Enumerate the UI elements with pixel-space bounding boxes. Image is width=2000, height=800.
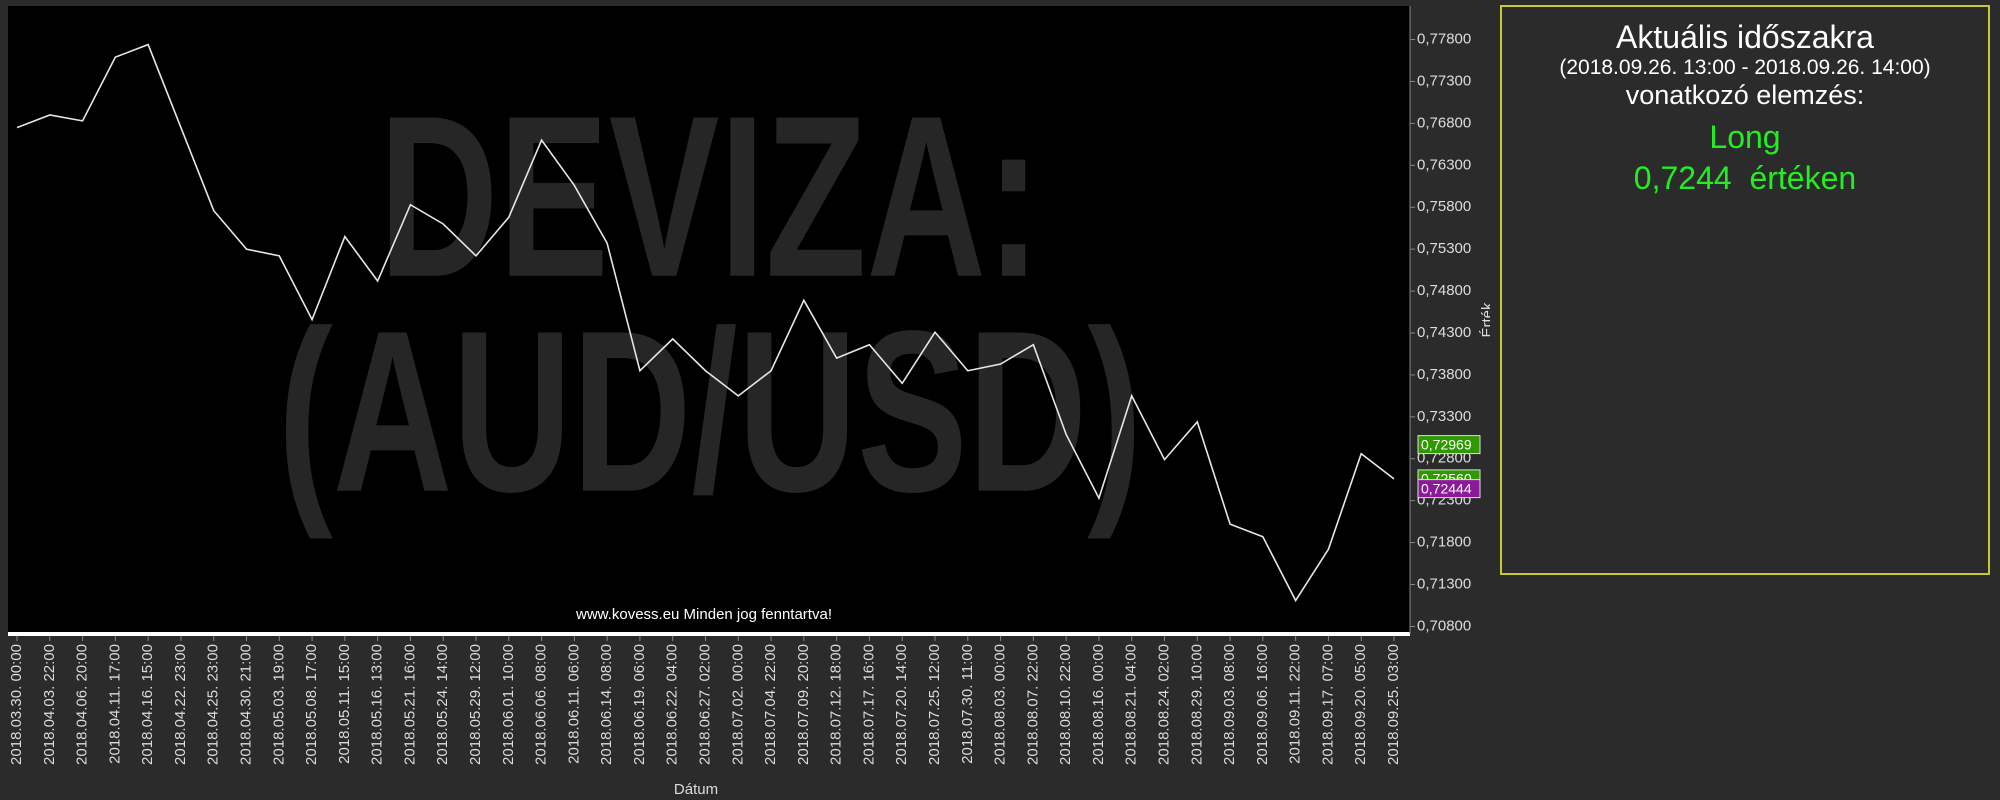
x-tick-label: 2018.06.27. 02:00 (696, 644, 713, 765)
x-tick-label: 2018.04.11. 17:00 (106, 644, 123, 764)
x-tick-label: 2018.07.12. 18:00 (828, 644, 845, 765)
x-tick-label: 2018.09.11. 22:00 (1287, 644, 1304, 764)
x-tick-label: 2018.08.10. 22:00 (1057, 644, 1074, 765)
panel-price-line: 0,7244 értéken (1502, 160, 1988, 197)
x-tick-label: 2018.09.06. 16:00 (1254, 644, 1271, 765)
x-tick-label: 2018.08.03. 00:00 (992, 644, 1009, 765)
x-tick-label: 2018.06.22. 04:00 (664, 644, 681, 765)
y-tick-label: 0,77800 (1417, 31, 1471, 48)
x-tick-label: 2018.06.14. 08:00 (598, 644, 615, 765)
y-tick-label: 0,76300 (1417, 156, 1471, 173)
y-tick-label: 0,75300 (1417, 240, 1471, 257)
x-tick-label: 2018.06.06. 08:00 (533, 644, 550, 765)
panel-period: (2018.09.26. 13:00 - 2018.09.26. 14:00) (1559, 55, 1931, 79)
x-tick-label: 2018.07.20. 14:00 (893, 644, 910, 765)
panel-price: 0,7244 (1633, 159, 1732, 196)
y-tick-label: 0,77300 (1417, 72, 1471, 89)
x-tick-label: 2018.09.25. 03:00 (1385, 644, 1402, 765)
x-tick-label: 2018.07.17. 16:00 (860, 644, 877, 765)
x-tick-label: 2018.04.30. 21:00 (237, 644, 254, 765)
x-tick-label: 2018.05.16. 13:00 (369, 644, 386, 765)
x-tick-label: 2018.04.25. 23:00 (205, 644, 222, 765)
x-axis-label: Dátum (674, 781, 718, 798)
x-tick-label: 2018.07.04. 22:00 (762, 644, 779, 765)
price-tag (1417, 435, 1481, 455)
x-tick-label: 2018.05.03. 19:00 (270, 644, 287, 765)
y-tick-label: 0,75800 (1417, 198, 1471, 215)
panel-signal: Long (1709, 118, 1781, 155)
x-tick-label: 2018.06.11. 06:00 (565, 644, 582, 764)
panel-price-unit: értéken (1749, 159, 1857, 196)
x-tick-label: 2018.04.22. 23:00 (172, 644, 189, 765)
y-tick-label: 0,74800 (1417, 282, 1471, 299)
x-tick-label: 2018.09.20. 05:00 (1352, 644, 1369, 765)
chart: DEVIZA: (AUD/USD) www.kovess.eu Minden j… (8, 6, 1490, 798)
x-tick-label: 2018.05.24. 14:00 (434, 644, 451, 765)
x-tick-label: 2018.04.03. 22:00 (41, 644, 58, 765)
x-tick-label: 2018.04.06. 20:00 (74, 644, 91, 765)
x-tick-label: 2018.06.19. 06:00 (631, 644, 648, 765)
x-tick-label: 2018.08.07. 22:00 (1024, 644, 1041, 765)
x-tick-label: 2018.05.21. 16:00 (401, 644, 418, 765)
price-tag-label: 0,72444 (1421, 480, 1472, 496)
watermark-line: DEVIZA: (379, 69, 1041, 325)
plot-area (8, 6, 1410, 634)
x-tick-label: 2018.08.16. 00:00 (1090, 644, 1107, 765)
price-tag-label: 0,72969 (1421, 436, 1472, 452)
x-tick-label: 2018.08.21. 04:00 (1123, 644, 1140, 765)
x-tick-label: 2018.07.25. 12:00 (926, 644, 943, 765)
y-tick-label: 0,74300 (1417, 324, 1471, 341)
analysis-panel: Aktuális időszakra (2018.09.26. 13:00 - … (1500, 5, 1990, 575)
x-tick-label: 2018.08.29. 10:00 (1188, 644, 1205, 765)
y-tick-label: 0,71300 (1417, 576, 1471, 593)
x-tick-label: 2018.03.30. 00:00 (8, 644, 25, 765)
x-tick-label: 2018.05.08. 17:00 (303, 644, 320, 765)
y-tick-label: 0,71800 (1417, 534, 1471, 551)
y-tick-label: 0,73300 (1417, 408, 1471, 425)
watermark-line: (AUD/USD) (278, 284, 1143, 540)
y-tick-label: 0,76800 (1417, 114, 1471, 131)
x-tick-label: 2018.07.30. 11:00 (959, 644, 976, 764)
x-tick-label: 2018.09.03. 08:00 (1221, 644, 1238, 765)
y-tick-label: 0,70800 (1417, 617, 1471, 634)
x-tick-label: 2018.05.11. 15:00 (336, 644, 353, 764)
watermark: DEVIZA: (AUD/USD) (278, 69, 1143, 540)
footer: www.kovess.eu Minden jog fenntartva! (575, 606, 832, 623)
panel-subtitle: vonatkozó elemzés: (1625, 79, 1865, 110)
x-tick-label: 2018.07.09. 20:00 (795, 644, 812, 765)
y-axis-label: Érték (1479, 302, 1490, 338)
price-tag (1417, 479, 1481, 499)
x-tick-label: 2018.09.17. 07:00 (1319, 644, 1336, 765)
y-tick-label: 0,73800 (1417, 366, 1471, 383)
x-tick-label: 2018.08.24. 02:00 (1155, 644, 1172, 765)
x-tick-label: 2018.06.01. 10:00 (500, 644, 517, 765)
x-tick-label: 2018.05.29. 12:00 (467, 644, 484, 765)
x-tick-label: 2018.07.02. 00:00 (729, 644, 746, 765)
x-tick-label: 2018.04.16. 15:00 (139, 644, 156, 765)
price-line (16, 43, 1395, 603)
panel-title: Aktuális időszakra (1616, 19, 1874, 55)
